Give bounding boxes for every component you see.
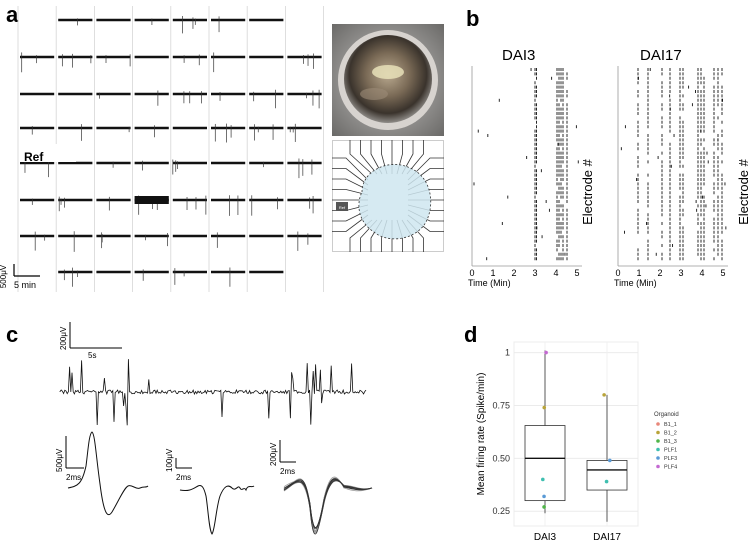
- mea-schematic: Ref: [332, 140, 444, 252]
- raster-tick-label: 2: [657, 268, 662, 278]
- raster-tick-label: 4: [553, 268, 558, 278]
- legend-entry: B1_2: [664, 431, 677, 437]
- raster-title: DAI3: [502, 47, 535, 64]
- legend-entry: PLF1: [664, 448, 677, 454]
- organoid-photo: [332, 24, 444, 136]
- data-point: [542, 405, 547, 410]
- trace-scale-amplitude: 200μV: [59, 326, 68, 350]
- raster-tick-label: 1: [636, 268, 641, 278]
- waveform-2: [179, 485, 255, 535]
- raster-xlabel: Time (Min): [468, 278, 511, 288]
- data-point: [608, 458, 612, 463]
- raster-dai3: DAI3 Electrode # 0 1 2 3 4 5 Time (Min): [468, 47, 595, 288]
- panel-label-b: b: [466, 6, 480, 31]
- legend-swatch: [656, 456, 660, 460]
- legend-swatch: [656, 422, 660, 426]
- scale-amplitude-a: 500μV: [0, 264, 9, 289]
- y-tick-label: 0.50: [492, 453, 510, 463]
- mea-trace-grid: [17, 6, 325, 292]
- panel-label-c: c: [6, 322, 19, 347]
- legend-entry: B1_1: [664, 422, 677, 428]
- box-rect: [524, 425, 566, 502]
- legend-entry: PLF3: [664, 456, 677, 462]
- waveform-time: 2ms: [66, 473, 81, 482]
- data-point: [541, 477, 545, 482]
- waveform-amp: 500μV: [55, 448, 64, 472]
- raster-tick-label: 1: [490, 268, 495, 278]
- panel-label-a: a: [6, 2, 19, 27]
- raster-xlabel: Time (Min): [614, 278, 657, 288]
- legend-entry: PLF4: [664, 465, 677, 471]
- data-point: [542, 505, 546, 509]
- waveform-time: 2ms: [176, 473, 191, 482]
- y-tick-label: 0.25: [492, 506, 510, 516]
- raster-ylabel: Electrode #: [736, 158, 751, 225]
- legend-swatch: [656, 464, 660, 469]
- scale-time-a: 5 min: [14, 280, 37, 290]
- ref-label: Ref: [24, 150, 44, 164]
- waveform-amp: 200μV: [269, 442, 278, 466]
- y-tick-label: 0.75: [492, 400, 510, 410]
- y-axis-label: Mean firing rate (Spike/min): [476, 373, 487, 496]
- raster-ylabel: Electrode #: [580, 158, 595, 225]
- waveform-time: 2ms: [280, 467, 295, 476]
- raster-dai17: DAI17 Electrode # 0 1 2 3 4 5 Time (Min): [614, 47, 751, 288]
- spike-traces: 200μV 5s 500μV 2ms 100μV 2ms 200μV 2ms: [55, 322, 373, 535]
- legend-entry: B1_3: [664, 439, 677, 445]
- y-tick-label: 1: [505, 348, 510, 358]
- long-trace: [59, 359, 367, 426]
- firing-rate-boxplot: 0.25 0.50 0.75 1 DAI3 DAI17 Mean firing rate (…: [476, 341, 679, 543]
- waveform-1: [67, 431, 149, 516]
- x-tick-label: DAI17: [593, 532, 621, 543]
- raster-tick-label: 2: [511, 268, 516, 278]
- raster-tick-label: 0: [469, 268, 474, 278]
- scale-bar-a: [13, 264, 40, 277]
- raster-tick-label: 5: [720, 268, 725, 278]
- x-tick-label: DAI3: [534, 532, 557, 543]
- legend-swatch: [656, 430, 660, 435]
- mea-ref-label: Ref: [339, 205, 346, 210]
- raster-title: DAI17: [640, 47, 682, 64]
- panel-label-d: d: [464, 322, 478, 347]
- data-point: [604, 479, 609, 484]
- raster-plots: DAI3 Electrode # 0 1 2 3 4 5 Time (Min) DAI17…: [468, 47, 751, 288]
- data-point: [602, 393, 606, 397]
- raster-tick-label: 3: [532, 268, 537, 278]
- raster-tick-label: 3: [678, 268, 683, 278]
- trace-scale-time: 5s: [88, 351, 96, 360]
- box-rect: [586, 460, 628, 491]
- waveform-3-overlay: [283, 476, 373, 535]
- data-point: [542, 494, 546, 499]
- raster-tick-label: 4: [699, 268, 704, 278]
- data-point: [544, 350, 548, 355]
- raster-tick-label: 0: [615, 268, 620, 278]
- waveform-amp: 100μV: [165, 448, 174, 472]
- raster-tick-label: 5: [574, 268, 579, 278]
- legend-title: Organoid: [654, 412, 679, 418]
- legend-swatch: [656, 447, 660, 452]
- legend-swatch: [656, 439, 660, 443]
